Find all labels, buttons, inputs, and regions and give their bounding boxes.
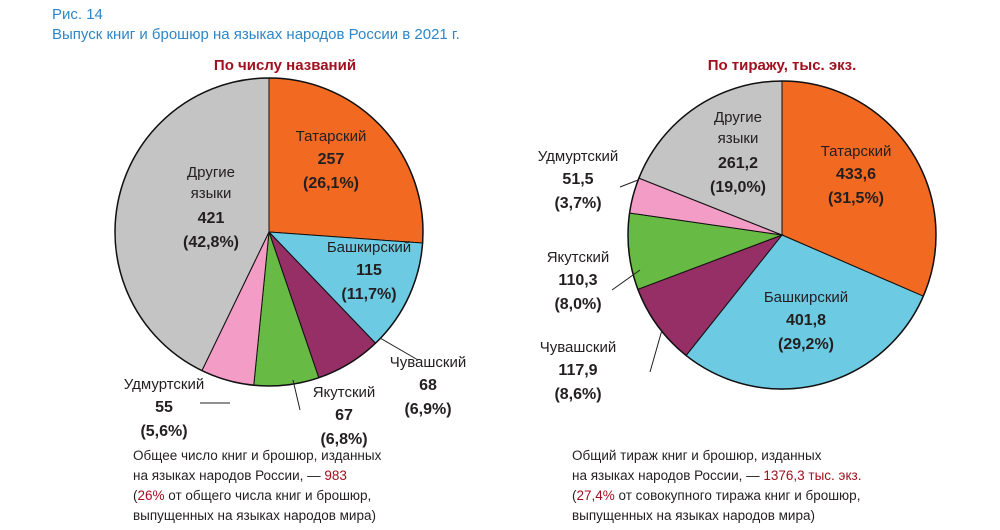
slice-percent-label: (6,8%) — [320, 431, 367, 448]
slice-value-label: 67 — [335, 407, 353, 424]
figure-label: Рис. 14 — [52, 6, 103, 23]
leader-line — [611, 269, 641, 291]
slice-name-label: Удмуртский — [124, 376, 204, 393]
slice-name-label: Башкирский — [764, 289, 848, 306]
slice-value-label: 421 — [198, 210, 225, 227]
footnote-text: на языках народов России, — — [572, 468, 764, 483]
slice-name-label: Башкирский — [327, 239, 411, 256]
footnote-text: ( — [133, 488, 138, 503]
slice-value-label: 257 — [318, 151, 345, 168]
slice-percent-label: (3,7%) — [554, 195, 601, 212]
slice-value-label: 401,8 — [786, 312, 826, 329]
footnote-line: Общее число книг и брошюр, изданных — [133, 448, 382, 463]
footnote-highlight: 27,4% — [576, 488, 615, 503]
slice-value-label: 261,2 — [718, 155, 758, 172]
leader-line — [619, 179, 639, 188]
slice-percent-label: (29,2%) — [778, 336, 834, 353]
slice-value-label: 51,5 — [562, 171, 593, 188]
slice-percent-label: (6,9%) — [404, 401, 451, 418]
pie-chart-titles: По числу названий Татарский 257 (26,1%) Башк… — [114, 57, 467, 448]
footnote-line: (26% от общего числа книг и брошюр, — [133, 486, 381, 506]
pie-outline — [627, 80, 937, 390]
slice-name-label: Татарский — [296, 128, 367, 145]
slice-percent-label: (5,6%) — [140, 423, 187, 440]
leader-line — [379, 337, 419, 361]
slice-name-label: Якутский — [547, 249, 610, 266]
footnote-line: (27,4% от совокупного тиража книг и брош… — [572, 486, 861, 506]
slice-name-label: языки — [718, 130, 759, 147]
slice-percent-label: (8,6%) — [554, 386, 601, 403]
slice-value-label: 433,6 — [836, 166, 876, 183]
footnote-text: ( — [572, 488, 577, 503]
footnote-line: выпущенных на языках народов мира) — [572, 508, 815, 523]
pie-chart-runs: По тиражу, тыс. экз. Татарский 433,6 (31,5%… — [538, 57, 937, 403]
slice-name-label: Другие — [714, 109, 762, 126]
footnote-text: от совокупного тиража книг и брошюр, — [614, 488, 861, 503]
footnote-line: Общий тираж книг и брошюр, изданных — [572, 448, 822, 463]
slice-percent-label: (19,0%) — [710, 179, 766, 196]
chart-subtitle: По числу названий — [214, 57, 356, 74]
slice-name-label: Якутский — [313, 384, 376, 401]
footnote-titles: Общее число книг и брошюр, изданных на я… — [133, 446, 381, 526]
slice-value-label: 68 — [419, 377, 437, 394]
footnote-highlight: 26% — [137, 488, 165, 503]
pie-outline — [114, 77, 424, 387]
slice-name-label: Чувашский — [540, 339, 617, 356]
footnote-runs: Общий тираж книг и брошюр, изданных на я… — [572, 446, 861, 526]
footnote-highlight: 1376,3 тыс. экз. — [763, 468, 862, 483]
slice-value-label: 110,3 — [558, 272, 597, 289]
figure-title: Выпуск книг и брошюр на языках народов Р… — [52, 26, 460, 43]
slice-percent-label: (31,5%) — [828, 190, 884, 207]
footnote-line: на языках народов России, — 983 — [133, 466, 381, 486]
slice-value-label: 115 — [356, 262, 382, 279]
slice-value-label: 117,9 — [558, 362, 597, 379]
footnote-line: выпущенных на языках народов мира) — [133, 508, 376, 523]
footnote-text: на языках народов России, — — [133, 468, 325, 483]
slice-percent-label: (42,8%) — [183, 234, 239, 251]
slice-percent-label: (11,7%) — [341, 286, 396, 303]
footnote-text: от общего числа книг и брошюр, — [164, 488, 372, 503]
slice-percent-label: (26,1%) — [303, 175, 359, 192]
chart-subtitle: По тиражу, тыс. экз. — [708, 57, 857, 74]
footnote-highlight: 983 — [324, 468, 347, 483]
leader-line — [649, 329, 663, 373]
slice-name-label: Другие — [187, 164, 235, 181]
slice-name-label: Чувашский — [390, 354, 467, 371]
pie-slice-татарский — [268, 77, 424, 244]
slice-value-label: 55 — [155, 399, 173, 416]
footnote-line: на языках народов России, — 1376,3 тыс. … — [572, 466, 861, 486]
slice-name-label: языки — [191, 185, 232, 202]
slice-percent-label: (8,0%) — [554, 296, 601, 313]
slice-name-label: Удмуртский — [538, 148, 618, 165]
slice-name-label: Татарский — [821, 143, 892, 160]
leader-line — [292, 379, 301, 411]
